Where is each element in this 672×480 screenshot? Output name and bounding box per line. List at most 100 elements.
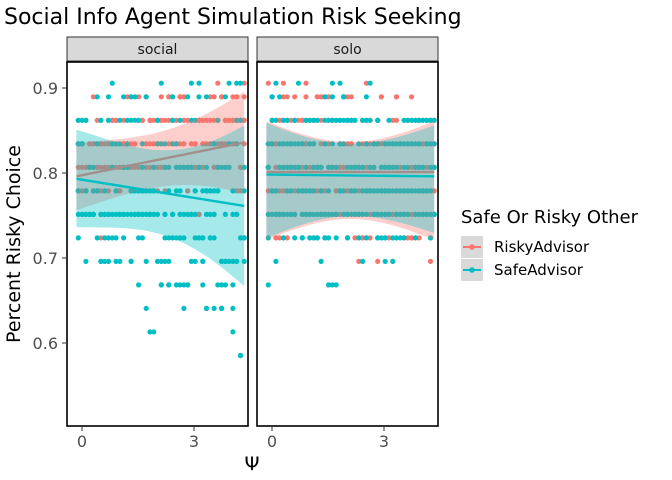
point-solo-safe <box>367 164 373 170</box>
point-solo-safe <box>378 164 384 170</box>
point-solo-safe <box>393 235 400 241</box>
point-social-safe <box>147 329 153 335</box>
point-social-safe <box>105 258 112 264</box>
point-social-safe <box>170 141 176 147</box>
point-solo-risky <box>409 211 415 217</box>
point-solo-risky <box>314 188 320 194</box>
point-social-safe <box>181 282 187 288</box>
point-social-safe <box>177 117 183 123</box>
panel-social: social <box>66 36 249 427</box>
point-solo-risky <box>326 141 332 147</box>
point-social-safe <box>211 141 217 147</box>
point-social-risky <box>124 94 130 100</box>
point-solo-safe <box>273 80 279 86</box>
point-solo-risky <box>277 235 283 241</box>
point-solo-safe <box>288 211 294 217</box>
point-solo-safe <box>371 188 377 194</box>
point-solo-safe <box>277 141 283 147</box>
point-solo-safe <box>333 164 339 170</box>
point-solo-safe <box>420 211 426 217</box>
point-solo-safe <box>307 211 313 217</box>
point-social-safe <box>124 117 130 123</box>
x-axis-solo: 0 3 <box>267 426 389 451</box>
y-tick-label-0.6: 0.6 <box>33 334 58 353</box>
point-social-safe <box>105 94 112 100</box>
point-solo-safe <box>386 117 392 123</box>
point-solo-risky <box>420 141 426 147</box>
point-solo-safe <box>348 211 354 217</box>
point-social-safe <box>109 235 115 241</box>
point-social-safe <box>203 188 210 194</box>
point-solo-safe <box>322 117 328 123</box>
point-social-risky <box>203 141 210 147</box>
point-solo-risky <box>409 94 415 100</box>
x-axis-title: Ψ <box>245 453 260 475</box>
point-social-risky <box>185 188 191 194</box>
point-social-risky <box>211 164 217 170</box>
point-social-safe <box>121 235 127 241</box>
point-social-safe <box>234 211 240 217</box>
point-solo-risky <box>333 188 339 194</box>
point-solo-risky <box>277 117 283 123</box>
point-social-safe <box>113 211 119 217</box>
point-social-risky <box>181 117 187 123</box>
point-social-safe <box>117 117 123 123</box>
point-solo-safe <box>409 141 415 147</box>
point-solo-safe <box>386 211 392 217</box>
point-solo-safe <box>311 188 317 194</box>
point-solo-safe <box>356 141 362 147</box>
point-social-risky <box>192 164 198 170</box>
point-solo-safe <box>375 117 381 123</box>
point-solo-safe <box>356 164 362 170</box>
point-social-safe <box>219 282 225 288</box>
point-solo-risky <box>375 258 381 264</box>
point-social-safe <box>102 211 108 217</box>
point-solo-risky <box>288 117 294 123</box>
point-solo-safe <box>344 211 351 217</box>
point-social-safe <box>162 258 168 264</box>
x-tick-label-solo-3: 3 <box>379 432 389 451</box>
point-solo-safe <box>412 164 418 170</box>
point-social-safe <box>203 94 210 100</box>
point-solo-safe <box>311 117 317 123</box>
point-social-risky <box>200 141 206 147</box>
point-social-safe <box>192 188 198 194</box>
point-solo-safe <box>269 188 275 194</box>
point-social-safe <box>222 94 228 100</box>
point-social-safe <box>75 211 81 217</box>
point-social-safe <box>177 282 183 288</box>
point-solo-safe <box>284 211 290 217</box>
point-solo-safe <box>269 211 275 217</box>
point-solo-safe <box>318 164 324 170</box>
point-solo-safe <box>295 164 302 170</box>
point-social-safe <box>173 164 179 170</box>
point-social-safe <box>207 235 213 241</box>
point-solo-risky <box>318 141 324 147</box>
point-social-safe <box>185 211 191 217</box>
point-social-safe <box>173 282 179 288</box>
point-social-risky <box>83 164 89 170</box>
point-solo-safe <box>424 117 430 123</box>
point-solo-safe <box>292 235 298 241</box>
point-solo-risky <box>427 258 434 264</box>
point-social-risky <box>177 94 183 100</box>
point-solo-safe <box>371 141 377 147</box>
point-solo-risky <box>337 164 343 170</box>
point-social-risky <box>207 117 213 123</box>
point-solo-safe <box>424 141 430 147</box>
point-social-safe <box>219 258 225 264</box>
point-solo-safe <box>326 164 332 170</box>
point-social-safe <box>87 164 93 170</box>
point-solo-risky <box>299 117 305 123</box>
point-social-risky <box>121 117 127 123</box>
point-social-safe <box>162 141 168 147</box>
point-solo-safe <box>393 188 400 194</box>
point-solo-safe <box>371 164 377 170</box>
point-social-safe <box>136 235 142 241</box>
point-social-risky <box>237 188 244 194</box>
point-solo-risky <box>280 94 286 100</box>
point-social-risky <box>143 164 149 170</box>
point-solo-safe <box>360 164 366 170</box>
point-solo-safe <box>344 235 351 241</box>
point-social-safe <box>158 80 164 86</box>
